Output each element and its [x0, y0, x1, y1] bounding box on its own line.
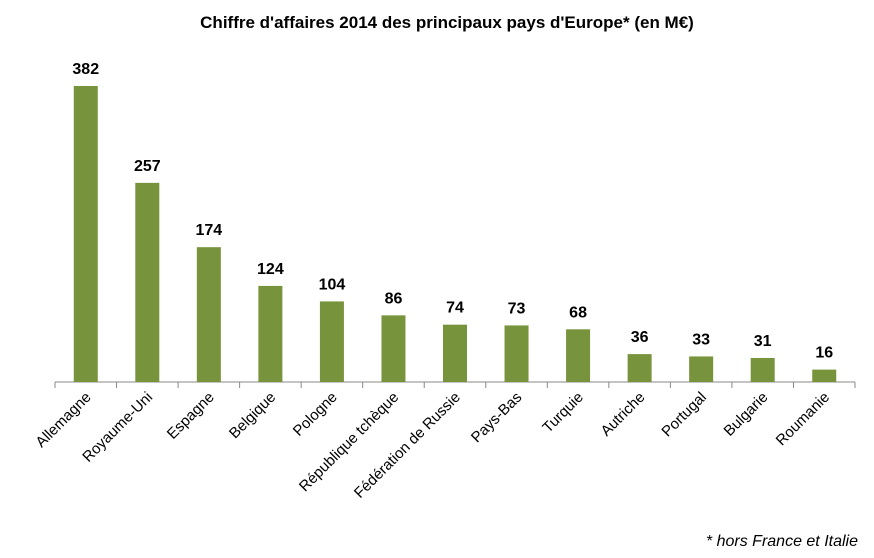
- bar: [689, 356, 714, 382]
- data-label: 16: [815, 345, 833, 362]
- data-label: 33: [692, 331, 710, 348]
- bar: [504, 325, 529, 382]
- footnote: * hors France et Italie: [706, 533, 858, 550]
- data-label: 382: [72, 61, 99, 78]
- bar: [258, 285, 283, 382]
- bar: [381, 315, 406, 382]
- data-label: 174: [195, 222, 222, 239]
- bar: [566, 329, 591, 382]
- x-tick-label: Bulgarie: [721, 389, 772, 440]
- x-tick-label: Fédération de Russie: [351, 389, 464, 502]
- data-label: 74: [446, 300, 464, 317]
- x-tick-label: Pologne: [290, 389, 341, 440]
- bar: [750, 357, 775, 382]
- x-tick-label: Autriche: [598, 389, 649, 440]
- data-label: 257: [134, 158, 161, 175]
- data-label: 73: [508, 300, 526, 317]
- data-label: 124: [257, 261, 284, 278]
- x-tick-label: Turquie: [539, 389, 587, 437]
- bar: [443, 324, 467, 382]
- bar: [627, 354, 652, 382]
- data-label: 31: [754, 333, 772, 350]
- x-tick-label: Pays-Bas: [468, 389, 525, 446]
- x-tick-label: Espagne: [164, 389, 218, 443]
- bar: [812, 369, 837, 382]
- data-label: 86: [385, 290, 403, 307]
- chart-title: Chiffre d'affaires 2014 des principaux p…: [200, 13, 694, 32]
- bar: [73, 86, 98, 382]
- data-label: 36: [631, 329, 649, 346]
- x-tick-label: Portugal: [658, 389, 710, 441]
- data-label: 104: [319, 276, 346, 293]
- data-label: 68: [569, 304, 587, 321]
- x-tick-label: Belgique: [226, 389, 279, 442]
- x-tick-label: Allemagne: [32, 389, 94, 451]
- x-tick-label: Roumanie: [773, 389, 833, 449]
- bar: [196, 247, 221, 382]
- bar: [135, 182, 160, 382]
- bar: [319, 301, 344, 382]
